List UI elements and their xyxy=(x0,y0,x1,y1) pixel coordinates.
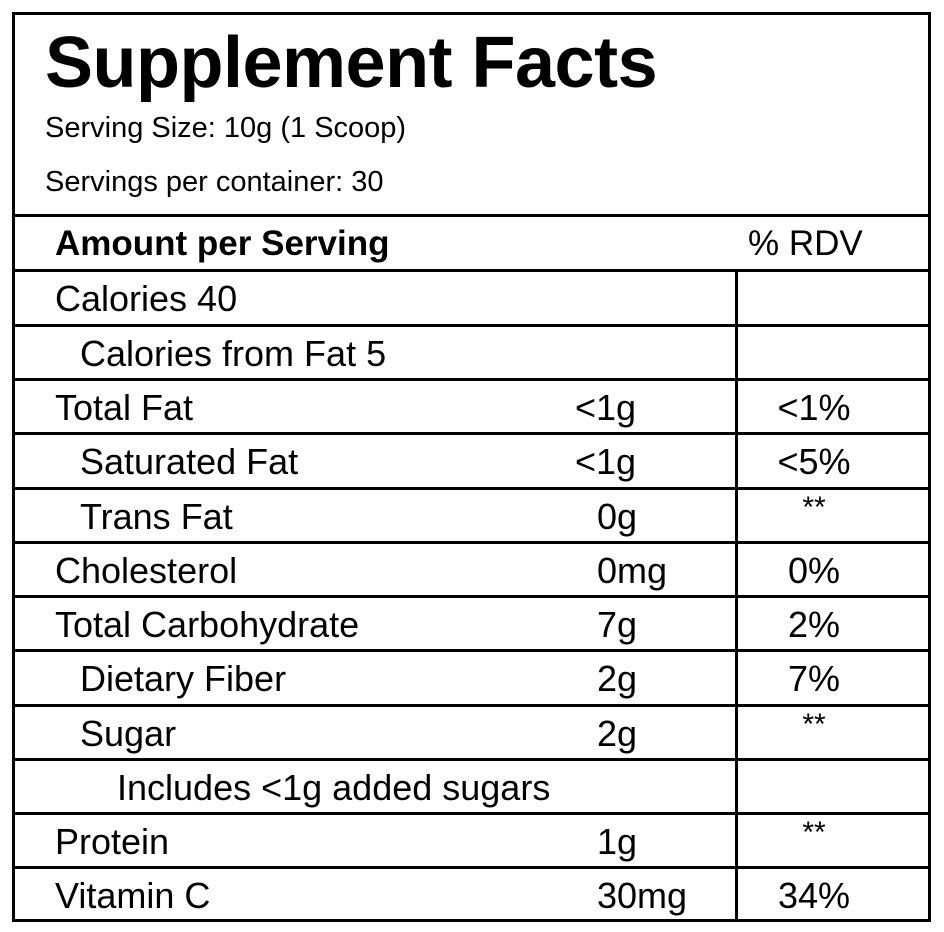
nutrient-rdv: ** xyxy=(802,708,826,741)
nutrient-amount: <1g xyxy=(575,441,637,482)
row-divider xyxy=(12,541,931,544)
nutrient-row: Saturated Fat <1g <5% xyxy=(15,435,928,487)
header-amount-per-serving: Amount per Serving xyxy=(55,224,390,263)
row-divider xyxy=(12,812,931,815)
nutrient-label: Total Fat xyxy=(55,387,194,428)
nutrient-amount: <1g xyxy=(575,387,637,428)
row-divider xyxy=(12,324,931,327)
nutrient-row: Dietary Fiber 2g 7% xyxy=(15,652,928,704)
nutrient-label: Protein xyxy=(55,821,170,862)
nutrient-row: Sugar 2g ** xyxy=(15,707,928,759)
nutrient-label: Sugar xyxy=(80,713,177,754)
nutrient-rdv: ** xyxy=(802,816,826,849)
nutrient-rdv: ** xyxy=(802,491,826,524)
nutrient-rdv: 2% xyxy=(787,604,841,645)
nutrient-amount: 2g xyxy=(597,713,638,754)
nutrient-label: Saturated Fat xyxy=(80,441,299,482)
nutrient-label: Calories 40 xyxy=(55,278,238,319)
nutrient-label: Vitamin C xyxy=(55,875,211,916)
row-divider xyxy=(12,595,931,598)
supplement-facts-panel xyxy=(12,12,931,922)
nutrient-row: Trans Fat 0g ** xyxy=(15,490,928,542)
header-rdv: % RDV xyxy=(748,224,863,263)
nutrient-rdv: <5% xyxy=(777,441,851,482)
nutrient-row: Total Carbohydrate 7g 2% xyxy=(15,598,928,650)
nutrient-amount: 30mg xyxy=(597,875,688,916)
row-divider xyxy=(12,704,931,707)
nutrient-row: Vitamin C 30mg 34% xyxy=(15,869,928,921)
row-divider xyxy=(12,487,931,490)
row-divider xyxy=(12,758,931,761)
servings-per-container: Servings per container: 30 xyxy=(45,166,384,198)
nutrient-amount: 0mg xyxy=(597,550,668,591)
nutrient-label: Total Carbohydrate xyxy=(55,604,360,645)
row-divider xyxy=(12,866,931,869)
nutrient-row: Calories from Fat 5 xyxy=(15,327,928,379)
row-divider xyxy=(12,432,931,435)
nutrient-label: Calories from Fat 5 xyxy=(80,333,387,374)
nutrient-label: Trans Fat xyxy=(80,496,233,537)
nutrient-amount: 0g xyxy=(597,496,638,537)
nutrient-amount: 1g xyxy=(597,821,638,862)
nutrient-row: Cholesterol 0mg 0% xyxy=(15,544,928,596)
row-divider xyxy=(12,214,931,217)
nutrient-row: Total Fat <1g <1% xyxy=(15,381,928,433)
nutrient-label: Dietary Fiber xyxy=(80,658,287,699)
nutrient-rdv: 0% xyxy=(787,550,841,591)
nutrient-label: Includes <1g added sugars xyxy=(117,767,551,808)
nutrient-label: Cholesterol xyxy=(55,550,238,591)
row-divider xyxy=(12,269,931,272)
serving-size: Serving Size: 10g (1 Scoop) xyxy=(45,112,407,144)
nutrient-row: Calories 40 xyxy=(15,272,928,324)
nutrient-rdv: 34% xyxy=(777,875,851,916)
nutrient-row: Includes <1g added sugars xyxy=(15,761,928,813)
row-divider xyxy=(12,649,931,652)
nutrient-amount: 2g xyxy=(597,658,638,699)
nutrient-rdv: 7% xyxy=(787,658,841,699)
panel-title: Supplement Facts xyxy=(45,23,658,103)
nutrient-row: Protein 1g ** xyxy=(15,815,928,867)
nutrient-amount: 7g xyxy=(597,604,638,645)
row-divider xyxy=(12,378,931,381)
nutrient-rdv: <1% xyxy=(777,387,851,428)
